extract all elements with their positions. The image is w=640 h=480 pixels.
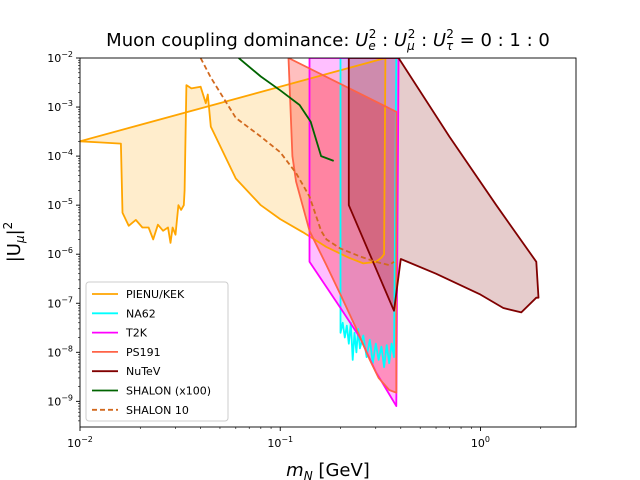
legend-label-pienu-kek: PIENU/KEK xyxy=(126,288,185,301)
series-line-shalon-x100 xyxy=(238,58,335,162)
y-tick-label: 10−8 xyxy=(47,344,73,359)
series-line-pienu-kek xyxy=(80,58,387,265)
legend-label-na62: NA62 xyxy=(126,307,156,320)
x-axis-label: mN [GeV] xyxy=(286,460,370,480)
y-tick-label: 10−5 xyxy=(47,197,73,212)
legend-box xyxy=(85,281,229,422)
y-tick-label: 10−4 xyxy=(47,148,73,163)
chart-title: Muon coupling dominance: Ue2 : Uμ2 : Uτ2… xyxy=(106,27,550,53)
x-label-subscript: N xyxy=(304,469,313,480)
x-tick-label: 100 xyxy=(471,435,490,450)
series-line-nutev xyxy=(347,58,540,314)
x-label-variable: m xyxy=(286,460,304,480)
series-line-na62 xyxy=(339,58,398,369)
series-lines xyxy=(80,58,540,408)
series-line-shalon-10 xyxy=(199,58,395,267)
y-axis-ticks: 10−9 10−8 10−7 10−6 10−5 10−4 10−3 10−2 xyxy=(47,50,80,422)
title-formula-separator: : xyxy=(415,30,433,51)
y-tick-label: 10−9 xyxy=(47,393,73,408)
legend-label-ps191: PS191 xyxy=(126,346,161,359)
legend-label-t2k: T2K xyxy=(125,327,148,340)
y-label-superscript: 2 xyxy=(1,222,15,230)
title-formula-separator: : xyxy=(376,30,394,51)
title-prefix: Muon coupling dominance: xyxy=(106,30,355,51)
y-tick-label: 10−2 xyxy=(47,50,73,65)
y-label-text: |U xyxy=(4,243,25,262)
legend: PIENU/KEK NA62 T2K PS191 NuTeV SHALON (x100) S… xyxy=(85,281,229,422)
y-tick-label: 10−6 xyxy=(47,246,73,261)
series-line-ps191 xyxy=(287,58,398,394)
title-formula-subscript: e xyxy=(368,39,375,53)
title-formula-separator: = 0 : 1 : 0 xyxy=(454,30,550,51)
y-tick-label: 10−3 xyxy=(47,99,73,114)
x-axis-ticks: 10−2 10−1 100 xyxy=(67,427,542,450)
title-formula-superscript: 2 xyxy=(446,27,454,41)
series-fill-ps191 xyxy=(288,58,397,393)
legend-label-nutev: NuTeV xyxy=(126,365,161,378)
legend-label-shalon-10: SHALON 10 xyxy=(126,404,189,417)
axes-frame xyxy=(79,57,577,428)
y-tick-label: 10−7 xyxy=(47,295,73,310)
y-label-subscript: μ xyxy=(13,235,27,244)
title-formula-superscript: 2 xyxy=(369,27,377,41)
title-formula-symbol: U xyxy=(394,30,407,51)
y-axis-label: |Uμ|2 xyxy=(1,222,27,263)
title-formula-symbol: U xyxy=(433,30,446,51)
legend-label-shalon-x100: SHALON (x100) xyxy=(126,385,211,398)
title-formula-subscript: τ xyxy=(446,39,454,53)
series-fill-na62 xyxy=(340,58,397,368)
title-formula-superscript: 2 xyxy=(408,27,416,41)
title-formula-symbol: U xyxy=(355,30,368,51)
x-tick-label: 10−1 xyxy=(267,435,293,450)
x-label-unit: [GeV] xyxy=(313,460,370,480)
title-formula-subscript: μ xyxy=(406,39,415,53)
series-fill-t2k xyxy=(309,58,399,407)
y-label-close: | xyxy=(4,229,25,235)
x-tick-label: 10−2 xyxy=(67,435,93,450)
